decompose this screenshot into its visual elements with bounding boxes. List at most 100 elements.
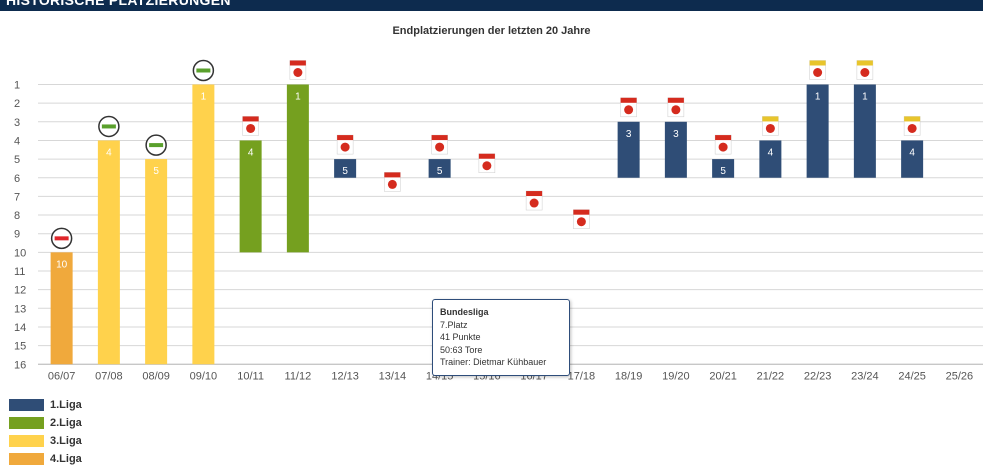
bar: [192, 84, 215, 365]
bar-value-label: 6: [484, 185, 490, 196]
legend-item-liga3[interactable]: 3.Liga: [9, 432, 82, 450]
y-tick-label: 5: [14, 154, 20, 166]
league-badge-icon: [145, 134, 167, 156]
bar-value-label: 1: [201, 92, 207, 103]
bar-value-label: 1: [295, 92, 301, 103]
bar-value-label: 7: [390, 203, 396, 214]
league-badge-icon: [98, 115, 120, 138]
league-badge-icon: [762, 116, 779, 136]
league-badge-icon: [714, 134, 732, 155]
legend-item-liga2[interactable]: 2.Liga: [9, 414, 82, 432]
x-tick-label: 22/23: [804, 370, 832, 382]
x-tick-label: 09/10: [190, 370, 218, 382]
y-tick-label: 1: [14, 80, 20, 92]
bar: [759, 140, 782, 178]
bar-value-label: 5: [342, 166, 348, 177]
league-badge-icon: [289, 60, 307, 80]
y-tick-label: 3: [14, 117, 20, 129]
header-bar: HISTORISCHE PLATZIERUNGEN: [0, 0, 983, 11]
bar-value-label: 1: [862, 92, 868, 103]
legend-swatch-liga4: [9, 453, 44, 465]
bar-value-label: 5: [437, 166, 443, 177]
bar-value-label: 8: [531, 222, 537, 233]
bar-value-label: 10: [56, 259, 68, 270]
bar: [806, 84, 829, 178]
bar: [50, 252, 73, 365]
y-tick-label: 2: [14, 98, 20, 110]
x-tick-label: 17/18: [568, 370, 596, 382]
bar-value-label: 5: [153, 166, 159, 177]
league-badge-icon: [336, 134, 354, 155]
bar: [334, 159, 357, 178]
legend-swatch-liga2: [9, 417, 44, 429]
league-badge-icon: [903, 116, 921, 136]
bar: [664, 121, 687, 178]
legend-label-liga1: 1.Liga: [50, 399, 82, 411]
chart-title: Endplatzierungen der letzten 20 Jahre: [392, 25, 591, 37]
bar: [428, 159, 451, 178]
y-tick-label: 14: [14, 322, 26, 334]
bar: [901, 140, 924, 178]
bar: [617, 121, 640, 178]
bar: [853, 84, 876, 178]
legend-item-liga1[interactable]: 1.Liga: [9, 396, 82, 414]
x-tick-label: 10/11: [237, 370, 264, 382]
legend-label-liga2: 2.Liga: [50, 417, 82, 429]
legend-swatch-liga3: [9, 435, 44, 447]
chart-tooltip: Bundesliga 7.Platz 41 Punkte 50:63 Tore …: [432, 299, 570, 376]
header-title: HISTORISCHE PLATZIERUNGEN: [6, 0, 231, 8]
y-tick-label: 6: [14, 173, 20, 185]
bar: [239, 140, 262, 253]
bar-value-label: 4: [909, 147, 915, 158]
bar: [286, 84, 309, 253]
x-tick-label: 21/22: [757, 370, 785, 382]
y-tick-label: 16: [14, 359, 26, 371]
bar-value-label: 5: [720, 166, 726, 177]
x-tick-label: 19/20: [662, 370, 690, 382]
tooltip-title: Bundesliga: [440, 307, 489, 317]
legend-swatch-liga1: [9, 399, 44, 411]
league-badge-icon: [620, 97, 637, 118]
tooltip-platz: 7.Platz: [440, 319, 468, 330]
league-badge-icon: [478, 153, 496, 173]
x-tick-label: 23/24: [851, 370, 879, 382]
x-tick-label: 18/19: [615, 370, 643, 382]
x-tick-label: 13/14: [379, 370, 407, 382]
bar-value-label: 9: [579, 241, 585, 252]
bar-value-label: 4: [106, 147, 112, 158]
y-tick-label: 11: [14, 266, 25, 278]
bar-value-label: 3: [626, 129, 632, 140]
legend-label-liga3: 3.Liga: [50, 435, 82, 447]
x-tick-label: 08/09: [142, 370, 170, 382]
legend-item-liga4[interactable]: 4.Liga: [9, 450, 82, 468]
x-tick-label: 20/21: [709, 370, 737, 382]
y-tick-label: 10: [14, 247, 26, 259]
y-tick-label: 7: [14, 191, 20, 203]
x-tick-label: 25/26: [946, 370, 974, 382]
y-tick-label: 9: [14, 229, 20, 241]
y-tick-label: 15: [14, 341, 26, 353]
tooltip-punkte: 41 Punkte: [440, 332, 481, 342]
legend-label-liga4: 4.Liga: [50, 453, 82, 465]
league-badge-icon: [431, 134, 448, 155]
league-badge-icon: [573, 209, 590, 229]
league-badge-icon: [242, 116, 259, 136]
tooltip-tore: 50:63 Tore: [440, 344, 483, 355]
bar: [712, 159, 735, 178]
bar-value-label: 4: [248, 147, 254, 158]
league-badge-icon: [192, 59, 215, 82]
x-tick-label: 07/08: [95, 370, 123, 382]
bar-value-label: 1: [815, 92, 821, 103]
x-tick-label: 12/13: [331, 370, 359, 382]
bar-value-label: 4: [768, 147, 774, 158]
bar: [97, 140, 120, 365]
league-badge-icon: [809, 60, 826, 80]
league-badge-icon: [525, 190, 543, 211]
y-tick-label: 4: [14, 135, 20, 147]
league-badge-icon: [50, 227, 73, 250]
x-tick-label: 11/12: [285, 370, 312, 382]
tooltip-trainer: Trainer: Dietmar Kühbauer: [440, 357, 547, 367]
y-tick-label: 8: [14, 210, 20, 222]
league-badge-icon: [667, 97, 685, 118]
bar-value-label: 3: [673, 129, 679, 140]
